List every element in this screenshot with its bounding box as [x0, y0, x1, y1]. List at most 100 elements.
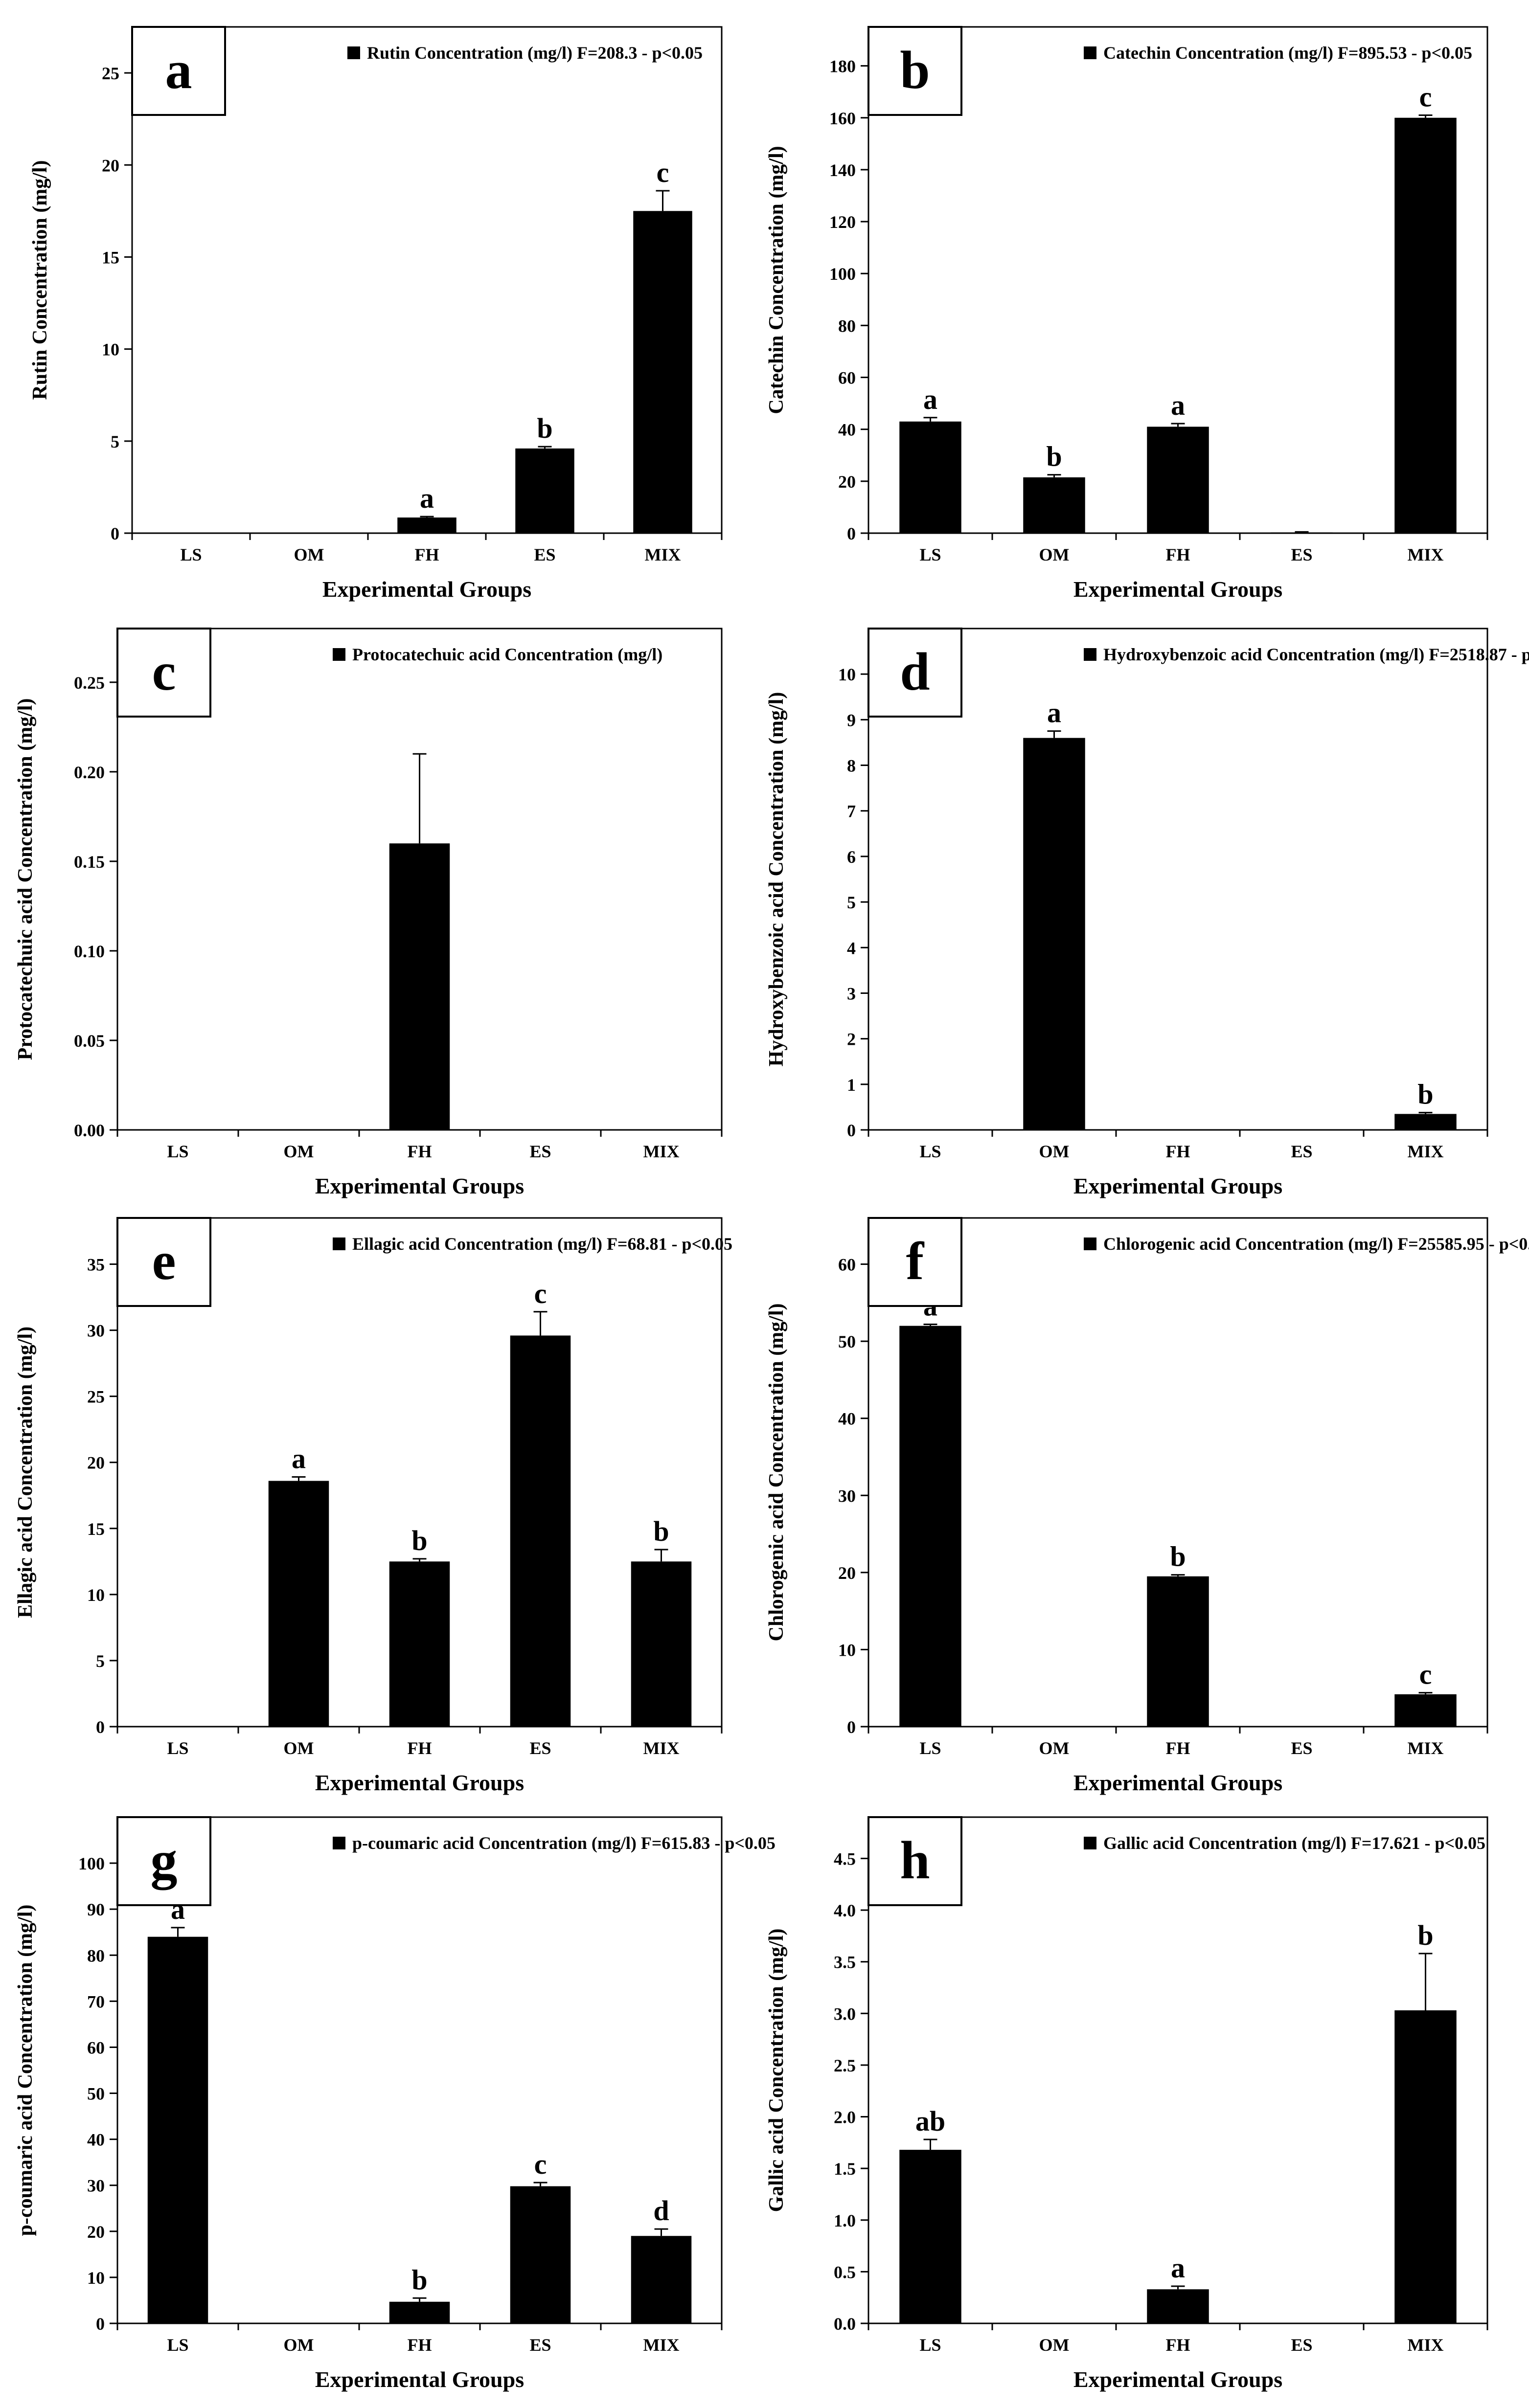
y-tick-label: 2.5	[834, 2056, 856, 2075]
x-axis-title: Experimental Groups	[315, 1770, 524, 1795]
panel-letter: h	[900, 1830, 930, 1890]
y-tick-label: 5	[96, 1651, 105, 1671]
y-tick-label: 3.5	[834, 1953, 856, 1972]
significance-letter: c	[534, 2148, 547, 2180]
significance-letter: a	[923, 383, 937, 415]
legend-marker	[1084, 1837, 1096, 1849]
bar-fh	[389, 843, 450, 1130]
x-tick-label-es: ES	[529, 1738, 551, 1758]
y-tick-label: 20	[102, 156, 119, 175]
bar-ls	[147, 1936, 208, 2323]
y-tick-label: 10	[838, 665, 856, 684]
significance-letter: b	[1046, 441, 1062, 473]
panel-h: 0.0 0.5 1.0 1.5 2.0 2.5 3.0 3.5 4.0 4.5 ab LS OM a FH E…	[765, 1816, 1488, 2392]
x-tick-label-es: ES	[529, 2335, 551, 2355]
x-tick-label-om: OM	[284, 2335, 314, 2355]
bar-om	[1023, 738, 1085, 1130]
y-tick-label: 0.20	[74, 763, 105, 782]
x-tick-label-om: OM	[284, 1738, 314, 1758]
bar-fh	[397, 518, 456, 533]
y-tick-label: 25	[102, 64, 119, 83]
y-tick-label: 0	[111, 524, 119, 543]
y-tick-label: 20	[838, 1563, 856, 1583]
y-axis-title: Chlorogenic acid Concentration (mg/l)	[765, 1304, 788, 1642]
x-tick-label-ls: LS	[919, 1142, 941, 1161]
legend-marker	[1084, 648, 1096, 661]
panel-b: 0 20 40 60 80 100 120 140 160 180 a LS b OM a FH ES c MIX E…	[765, 26, 1488, 602]
panel-e: 0 5 10 15 20 25 30 35 LS a OM b FH c ES b MIX Experimenta…	[14, 1217, 732, 1795]
y-tick-label: 20	[87, 1453, 105, 1473]
significance-letter: c	[1419, 81, 1432, 113]
y-tick-label: 40	[87, 2130, 105, 2150]
x-tick-label-mix: MIX	[1408, 1738, 1444, 1758]
y-tick-label: 5	[847, 893, 856, 912]
x-tick-label-fh: FH	[1166, 545, 1190, 564]
x-axis-title: Experimental Groups	[1073, 1173, 1282, 1198]
x-tick-label-fh: FH	[408, 1142, 432, 1161]
bar-om	[1023, 477, 1085, 533]
legend-marker	[1084, 46, 1096, 59]
legend-marker	[333, 1238, 345, 1250]
y-tick-label: 80	[87, 1946, 105, 1965]
y-tick-label: 0	[847, 524, 856, 543]
bar-es	[510, 2186, 571, 2323]
y-tick-label: 80	[838, 316, 856, 336]
significance-letter: b	[1170, 1541, 1186, 1573]
bar-mix	[631, 2236, 692, 2323]
x-tick-label-mix: MIX	[1408, 2335, 1444, 2355]
y-tick-label: 30	[87, 2176, 105, 2196]
y-tick-label: 5	[111, 432, 119, 451]
y-tick-label: 10	[102, 340, 119, 360]
y-tick-label: 0.0	[834, 2314, 856, 2334]
y-tick-label: 100	[78, 1854, 105, 1873]
x-tick-label-om: OM	[1039, 1142, 1070, 1161]
panel-letter: c	[152, 642, 176, 701]
y-tick-label: 30	[87, 1321, 105, 1341]
x-tick-label-om: OM	[284, 1142, 314, 1161]
panel-letter-box	[867, 628, 962, 718]
significance-letter: a	[1171, 2252, 1185, 2284]
y-tick-label: 15	[87, 1519, 105, 1539]
y-tick-label: 0	[847, 1121, 856, 1140]
y-tick-label: 20	[838, 472, 856, 492]
y-tick-label: 0	[847, 1717, 856, 1737]
significance-letter: a	[1047, 697, 1061, 729]
legend-label: Gallic acid Concentration (mg/l) F=17.62…	[1103, 1833, 1485, 1853]
x-tick-label-ls: LS	[180, 545, 202, 564]
x-tick-label-fh: FH	[408, 1738, 432, 1758]
y-tick-label: 100	[829, 264, 856, 284]
significance-letter: c	[657, 157, 669, 188]
legend-label: Protocatechuic acid Concentration (mg/l)	[352, 645, 662, 664]
significance-letter: b	[1417, 1919, 1433, 1951]
y-tick-label: 4	[847, 938, 856, 958]
y-tick-label: 10	[87, 1585, 105, 1605]
y-tick-label: 3	[847, 984, 856, 1003]
plot-frame	[867, 628, 1488, 1131]
x-axis-title: Experimental Groups	[1073, 1770, 1282, 1795]
x-tick-label-ls: LS	[167, 1142, 188, 1161]
bar-fh	[1147, 427, 1209, 533]
significance-letter: b	[653, 1515, 669, 1547]
bar-fh	[1147, 1576, 1209, 1727]
y-tick-label: 60	[838, 1255, 856, 1275]
bar-ls	[899, 2150, 961, 2323]
y-tick-label: 50	[87, 2084, 105, 2104]
y-tick-label: 120	[829, 212, 856, 232]
y-tick-label: 160	[829, 109, 856, 128]
x-axis-title: Experimental Groups	[315, 2367, 524, 2392]
bar-mix	[1394, 1114, 1457, 1130]
legend-marker	[1084, 1238, 1096, 1250]
x-tick-label-es: ES	[534, 545, 555, 564]
x-tick-label-ls: LS	[919, 1738, 941, 1758]
y-axis-title: p-coumaric acid Concentration (mg/l)	[14, 1905, 37, 2236]
x-tick-label-mix: MIX	[643, 2335, 680, 2355]
y-tick-label: 0.00	[74, 1121, 105, 1140]
legend-marker	[333, 1837, 345, 1849]
significance-letter: b	[411, 1525, 427, 1556]
bar-fh	[1147, 2289, 1209, 2323]
y-tick-label: 7	[847, 802, 856, 821]
y-tick-label: 0.5	[834, 2262, 856, 2282]
significance-letter: b	[411, 2264, 427, 2295]
x-tick-label-es: ES	[1291, 2335, 1312, 2355]
